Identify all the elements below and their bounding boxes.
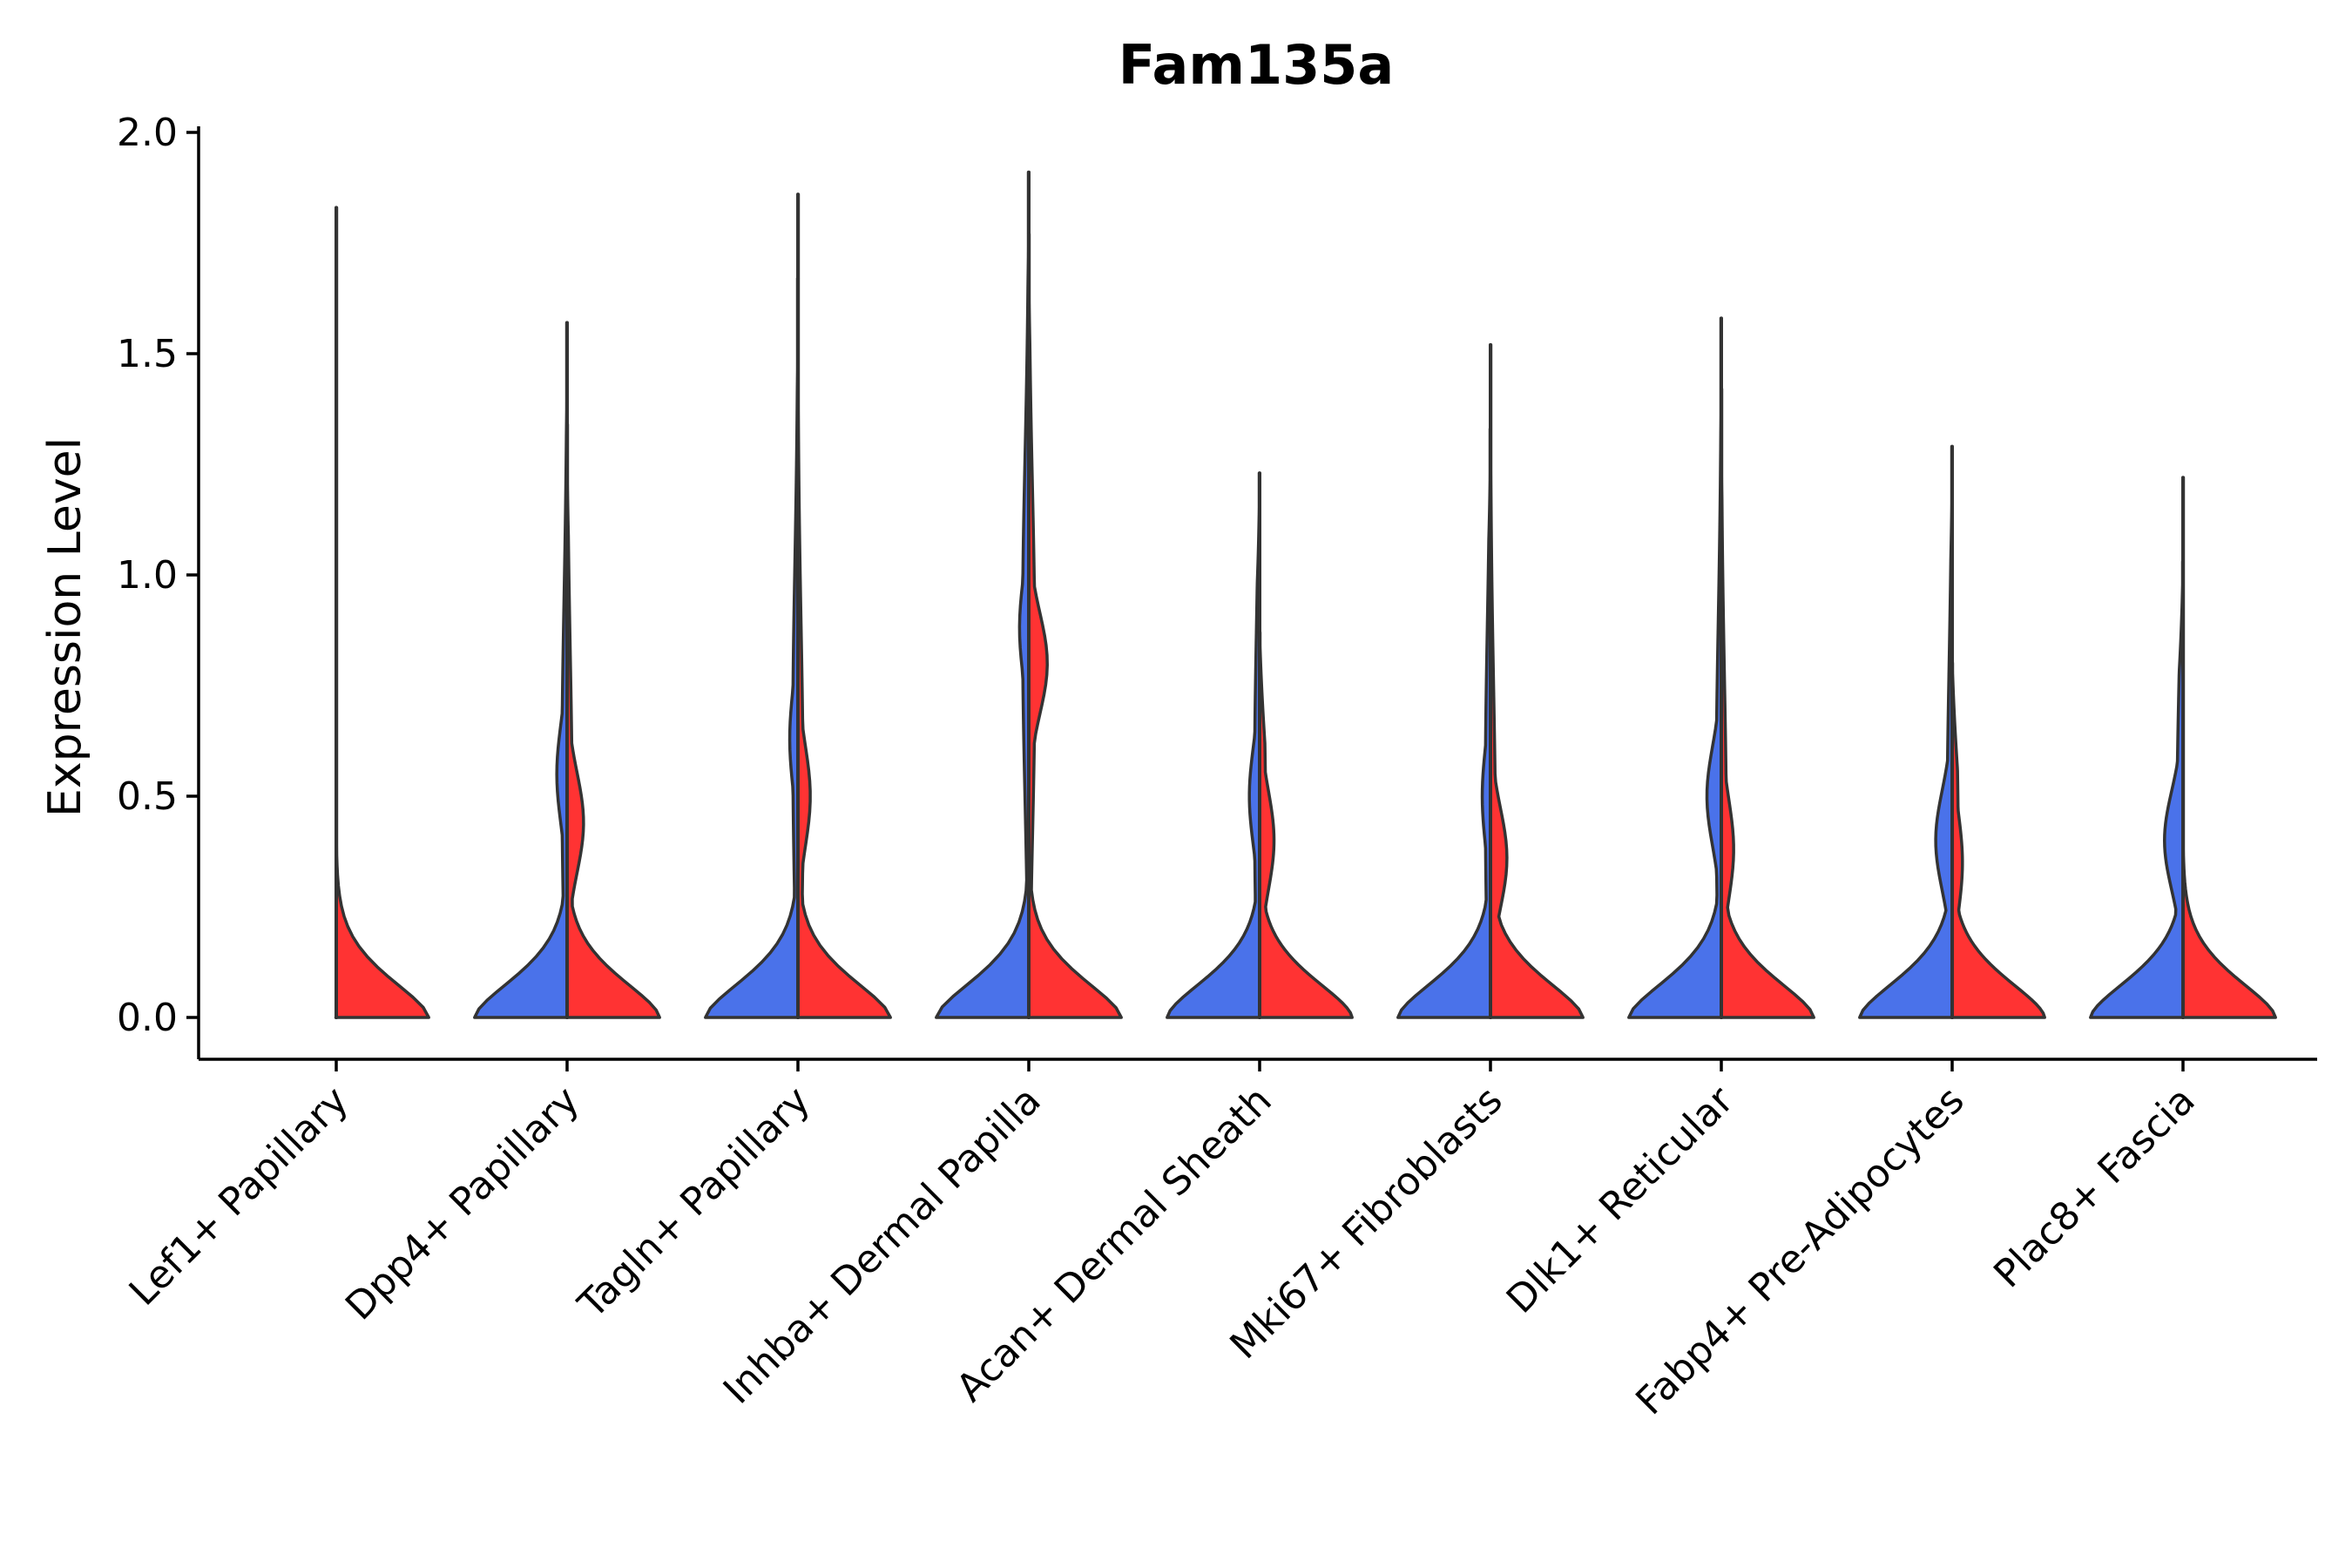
violin-red-5 (1258, 631, 1354, 1019)
violin-body (1027, 233, 1123, 1019)
y-tick-label: 1.5 (117, 332, 178, 376)
violin-red-8 (1950, 657, 2046, 1019)
violin-body (1396, 427, 1492, 1019)
violin-body (473, 321, 569, 1019)
y-tick-label: 0.5 (117, 774, 178, 819)
violin-blue-9 (2089, 559, 2185, 1019)
axes (197, 126, 2317, 1061)
violin-blue-5 (1166, 471, 1261, 1019)
violin-body (1489, 343, 1585, 1019)
violin-body (935, 170, 1031, 1019)
chart-title: Fam135a (1119, 33, 1394, 97)
violin-red-3 (796, 193, 892, 1019)
x-tick-label: Plac8+ Fascia (1985, 1078, 2204, 1297)
violin-body (1258, 631, 1354, 1019)
violin-red-7 (1720, 387, 1815, 1019)
violin-body (1950, 657, 2046, 1019)
violin-body (335, 206, 430, 1019)
violin-body (1627, 316, 1723, 1019)
violin-blue-7 (1627, 316, 1723, 1019)
violin-body (2181, 476, 2277, 1019)
violin-blue-6 (1396, 427, 1492, 1019)
violin-body (796, 193, 892, 1019)
violin-red-2 (565, 422, 661, 1019)
y-tick-label: 0.0 (117, 996, 178, 1040)
violin-layer (334, 170, 2277, 1019)
violin-body (1720, 387, 1815, 1019)
violin-red-6 (1489, 342, 1585, 1019)
x-tick-label: Dlk1+ Reticular (1498, 1078, 1743, 1322)
violin-blue-8 (1858, 444, 1954, 1019)
violin-blue-2 (473, 321, 569, 1019)
violin-red-1 (335, 206, 430, 1019)
violin-body (2089, 560, 2185, 1019)
y-tick-label: 1.0 (117, 553, 178, 598)
y-axis-label: Expression Level (39, 437, 91, 817)
violin-body (565, 422, 661, 1019)
violin-body (1858, 444, 1954, 1019)
y-tick-label: 2.0 (117, 111, 178, 155)
violin-blue-3 (704, 276, 800, 1019)
x-tick-label: Tagln+ Papillary (570, 1078, 819, 1328)
violin-blue-4 (935, 170, 1031, 1019)
x-tick-label: Lef1+ Papillary (121, 1078, 357, 1315)
violin-body (704, 276, 800, 1019)
violin-red-4 (1027, 232, 1123, 1019)
violin-body (1166, 471, 1261, 1019)
y-axis-ticks: 0.0 0.5 1.0 1.5 2.0 (117, 111, 199, 1040)
violin-red-9 (2181, 476, 2277, 1019)
x-tick-label: Dpp4+ Papillary (337, 1078, 588, 1329)
